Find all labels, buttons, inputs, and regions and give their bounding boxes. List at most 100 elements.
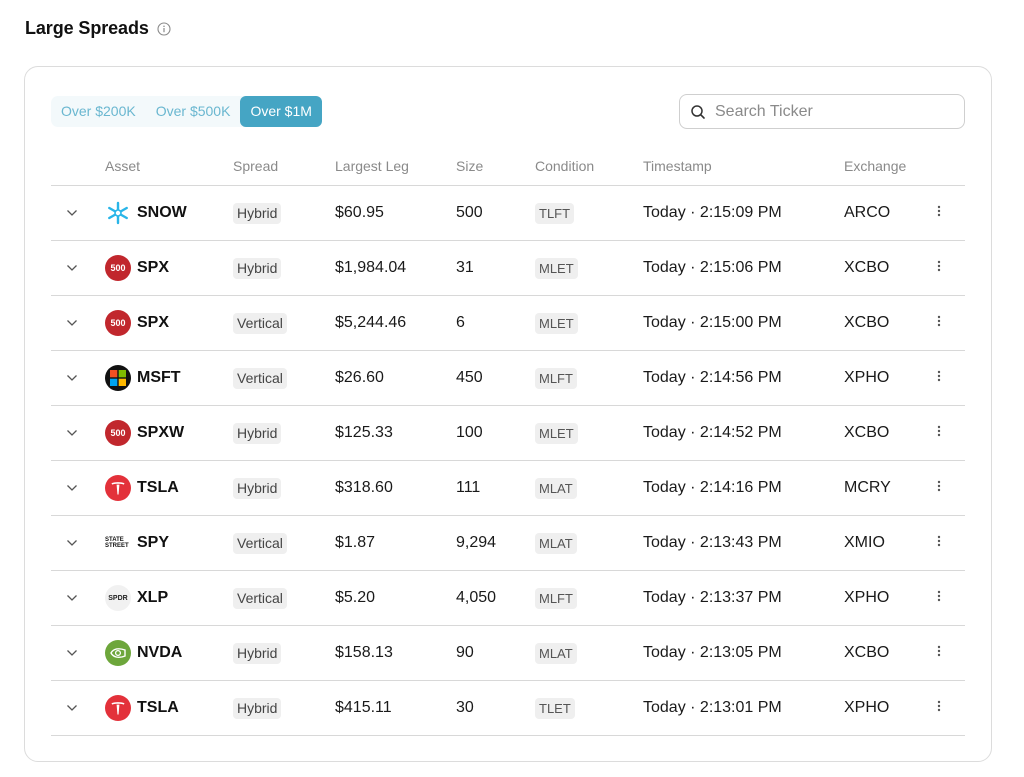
row-menu-button[interactable] (934, 571, 944, 625)
row-menu-button[interactable] (934, 681, 944, 735)
timestamp-value: Today · 2:13:05 PM (643, 644, 782, 661)
row-menu-button[interactable] (934, 461, 944, 515)
asset-cell: SNOW (105, 186, 187, 240)
exchange-value: XPHO (844, 369, 890, 386)
asset-cell: MSFT (105, 351, 181, 405)
spread-type-badge: Vertical (233, 587, 287, 609)
table-row[interactable]: 500 SPXW Hybrid $125.33 100 MLET Today ·… (51, 406, 965, 461)
condition-cell: MLAT (535, 461, 577, 515)
timestamp-value: Today · 2:14:56 PM (643, 369, 782, 386)
table-row[interactable]: STATE STREET SPY Vertical $1.87 9,294 ML… (51, 516, 965, 571)
table-row[interactable]: SNOW Hybrid $60.95 500 TLFT Today · 2:15… (51, 186, 965, 241)
ticker-symbol[interactable]: SPX (137, 314, 170, 331)
largest-leg-value: $26.60 (335, 369, 384, 386)
spread-type-badge: Vertical (233, 532, 287, 554)
snowflake-logo (105, 200, 131, 226)
condition-badge: MLET (535, 312, 578, 334)
filter-over-500k[interactable]: Over $500K (155, 103, 231, 119)
table-row[interactable]: TSLA Hybrid $415.11 30 TLET Today · 2:13… (51, 681, 965, 736)
expand-row-button[interactable] (66, 571, 80, 625)
row-menu-button[interactable] (934, 626, 944, 680)
spreads-table: Asset Spread Largest Leg Size Condition … (51, 151, 965, 736)
more-vertical-icon (937, 204, 941, 222)
more-vertical-icon (937, 259, 941, 277)
row-menu-button[interactable] (934, 296, 944, 350)
row-menu-button[interactable] (934, 351, 944, 405)
search-box[interactable] (679, 94, 965, 129)
state-street-logo: STATE STREET (105, 530, 131, 556)
expand-row-button[interactable] (66, 406, 80, 460)
ticker-symbol[interactable]: MSFT (137, 369, 181, 386)
table-row[interactable]: 500 SPX Hybrid $1,984.04 31 MLET Today ·… (51, 241, 965, 296)
expand-row-button[interactable] (66, 241, 80, 295)
table-row[interactable]: NVDA Hybrid $158.13 90 MLAT Today · 2:13… (51, 626, 965, 681)
table-row[interactable]: 500 SPX Vertical $5,244.46 6 MLET Today … (51, 296, 965, 351)
asset-cell: SPDR XLP (105, 571, 168, 625)
table-row[interactable]: MSFT Vertical $26.60 450 MLFT Today · 2:… (51, 351, 965, 406)
column-header-largest-leg[interactable]: Largest Leg (335, 158, 409, 174)
spread-cell: Hybrid (233, 186, 282, 240)
size-value: 100 (456, 424, 483, 441)
asset-cell: 500 SPX (105, 241, 169, 295)
row-menu-button[interactable] (934, 241, 944, 295)
column-header-asset[interactable]: Asset (105, 158, 141, 174)
filter-over-200k[interactable]: Over $200K (61, 103, 136, 119)
spread-cell: Hybrid (233, 241, 282, 295)
ticker-symbol[interactable]: SPY (137, 534, 170, 551)
asset-cell: NVDA (105, 626, 182, 680)
more-vertical-icon (937, 534, 941, 552)
column-header-exchange[interactable]: Exchange (844, 158, 907, 174)
spread-type-badge: Hybrid (233, 697, 282, 719)
microsoft-logo (105, 365, 131, 391)
ticker-symbol[interactable]: SNOW (137, 204, 187, 221)
info-icon[interactable] (157, 21, 171, 36)
spread-type-badge: Vertical (233, 312, 287, 334)
ticker-symbol[interactable]: XLP (137, 589, 169, 606)
chevron-down-icon (66, 424, 78, 442)
condition-badge: MLET (535, 422, 578, 444)
expand-row-button[interactable] (66, 681, 80, 735)
table-row[interactable]: SPDR XLP Vertical $5.20 4,050 MLFT Today… (51, 571, 965, 626)
column-header-size[interactable]: Size (456, 158, 484, 174)
row-menu-button[interactable] (934, 186, 944, 240)
timestamp-value: Today · 2:15:09 PM (643, 204, 782, 221)
largest-leg-value: $158.13 (335, 644, 393, 661)
ticker-symbol[interactable]: SPXW (137, 424, 185, 441)
expand-row-button[interactable] (66, 186, 80, 240)
ticker-symbol[interactable]: NVDA (137, 644, 183, 661)
large-spreads-card: Over $200K Over $500K Over $1M Asset Spr… (24, 66, 992, 762)
ticker-symbol[interactable]: TSLA (137, 699, 179, 716)
row-menu-button[interactable] (934, 516, 944, 570)
column-header-spread[interactable]: Spread (233, 158, 279, 174)
row-menu-button[interactable] (934, 406, 944, 460)
more-vertical-icon (937, 369, 941, 387)
chevron-down-icon (66, 479, 78, 497)
ticker-symbol[interactable]: TSLA (137, 479, 179, 496)
ticker-symbol[interactable]: SPX (137, 259, 170, 276)
tesla-logo (105, 475, 131, 501)
spread-cell: Hybrid (233, 681, 282, 735)
column-header-timestamp[interactable]: Timestamp (643, 158, 712, 174)
expand-row-button[interactable] (66, 296, 80, 350)
filter-over-1m[interactable]: Over $1M (240, 96, 322, 127)
table-row[interactable]: TSLA Hybrid $318.60 111 MLAT Today · 2:1… (51, 461, 965, 516)
largest-leg-value: $125.33 (335, 424, 393, 441)
condition-cell: TLET (535, 681, 575, 735)
timestamp-value: Today · 2:13:43 PM (643, 534, 782, 551)
timestamp-value: Today · 2:14:52 PM (643, 424, 782, 441)
condition-cell: MLAT (535, 626, 577, 680)
expand-row-button[interactable] (66, 516, 80, 570)
search-input[interactable] (715, 102, 955, 121)
column-header-condition[interactable]: Condition (535, 158, 595, 174)
size-value: 30 (456, 699, 474, 716)
section-header: Large Spreads (25, 18, 171, 39)
chevron-down-icon (66, 314, 78, 332)
spread-cell: Vertical (233, 296, 287, 350)
expand-row-button[interactable] (66, 626, 80, 680)
condition-badge: TLFT (535, 202, 575, 224)
expand-row-button[interactable] (66, 351, 80, 405)
expand-row-button[interactable] (66, 461, 80, 515)
size-value: 111 (456, 479, 481, 496)
chevron-down-icon (66, 534, 78, 552)
tesla-logo (105, 695, 131, 721)
